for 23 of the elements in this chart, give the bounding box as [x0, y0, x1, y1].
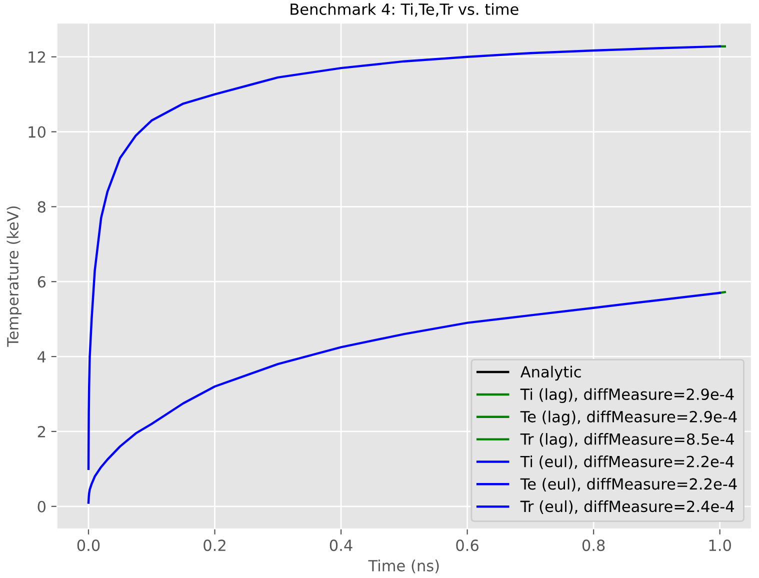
chart-title: Benchmark 4: Ti,Te,Tr vs. time	[290, 3, 518, 17]
y-tick-label: 10	[28, 126, 46, 138]
x-tick-label: 0.6	[456, 540, 478, 552]
x-tick-label: 0.4	[330, 540, 352, 552]
y-tick-label: 12	[28, 51, 45, 63]
x-axis-title: Time (ns)	[368, 560, 439, 574]
x-tick-label: 1.0	[709, 540, 731, 552]
y-tick-label: 6	[38, 276, 46, 288]
legend-label: Ti (eul), diffMeasure=2.2e-4	[520, 455, 734, 470]
legend-label: Tr (eul), diffMeasure=2.4e-4	[520, 500, 734, 514]
x-tick-label: 0.2	[204, 540, 226, 552]
legend-label: Te (lag), diffMeasure=2.9e-4	[520, 410, 737, 426]
y-tick-label: 0	[38, 500, 46, 512]
y-axis-title: Temperature (keV)	[6, 206, 22, 347]
y-tick-label: 2	[38, 426, 45, 438]
x-tick-label: 0.0	[77, 540, 100, 552]
y-tick-label: 4	[38, 351, 46, 362]
legend-label: Tr (lag), diffMeasure=8.5e-4	[520, 433, 734, 448]
legend-label: Ti (lag), diffMeasure=2.9e-4	[520, 388, 734, 403]
y-tick-label: 8	[38, 201, 46, 213]
legend-label: Analytic	[520, 366, 581, 381]
legend-label: Te (eul), diffMeasure=2.2e-4	[520, 478, 737, 492]
x-tick-label: 0.8	[582, 540, 605, 552]
